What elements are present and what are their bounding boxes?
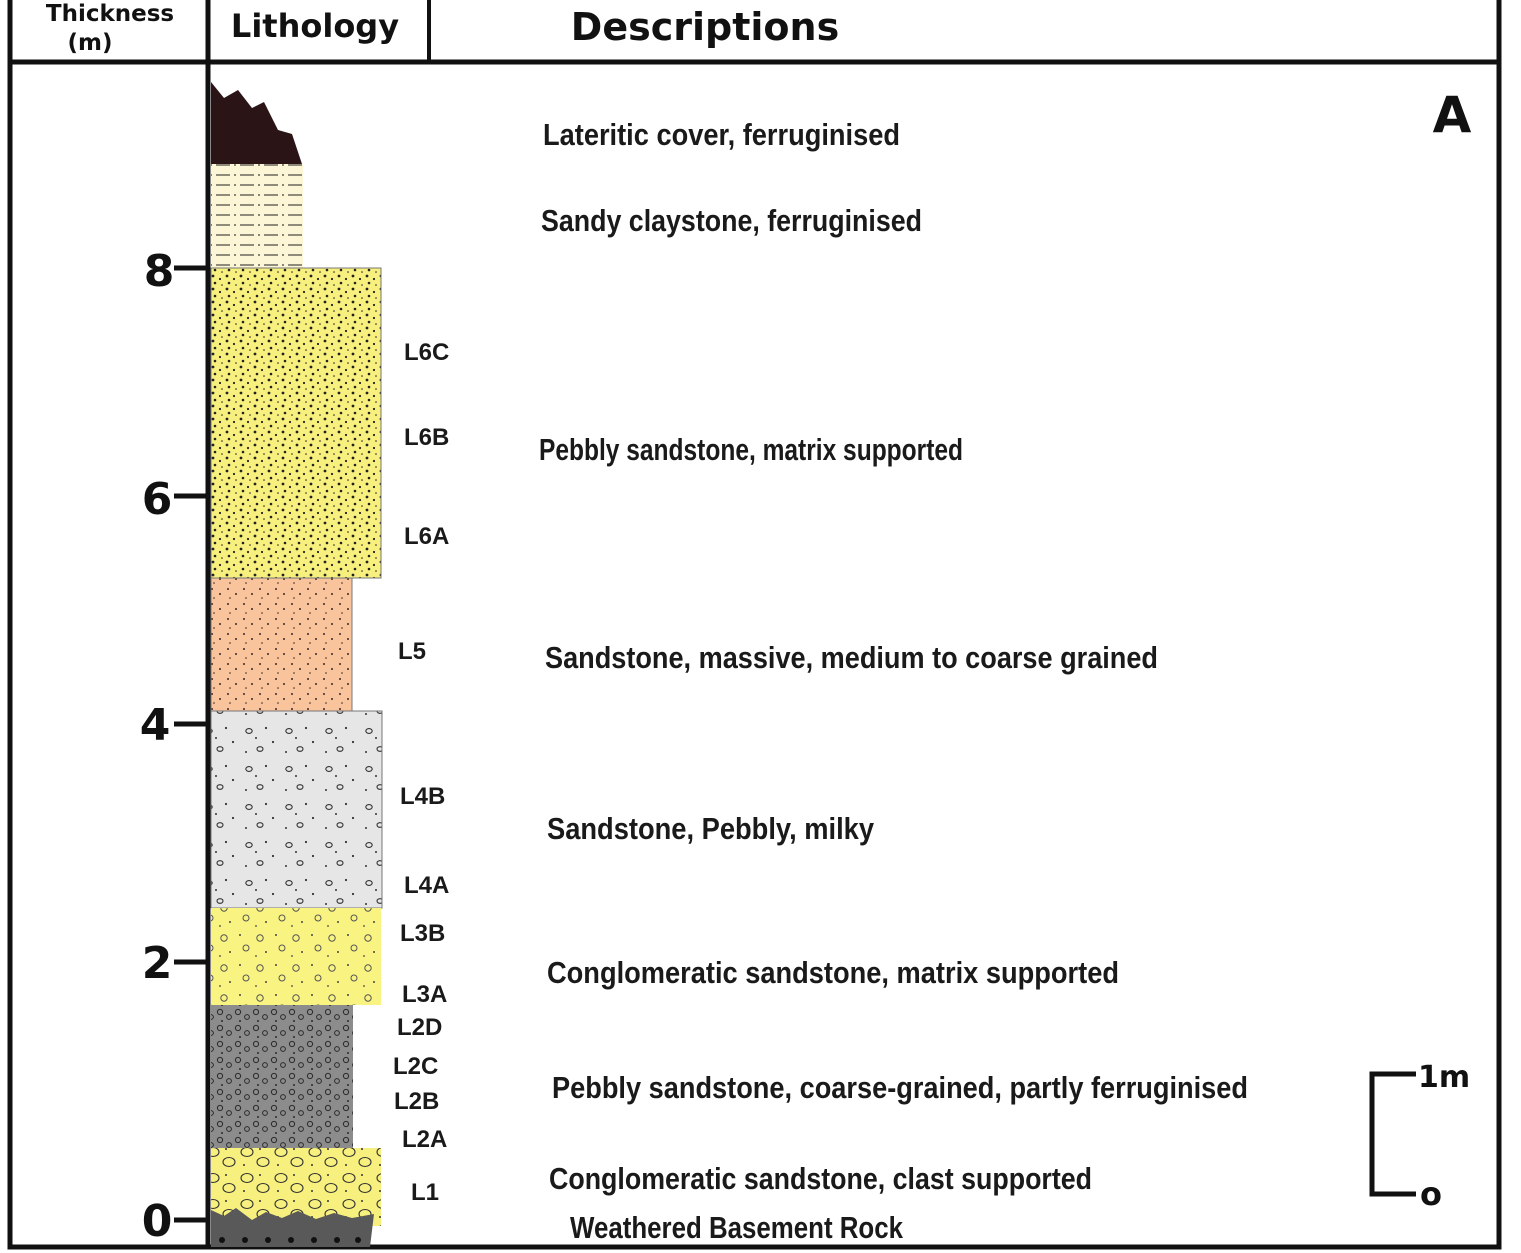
thickness-axis: 0 2 4 6 8: [140, 246, 208, 1247]
unit-label-l4a: L4A: [404, 872, 449, 899]
description-conglomeratic-clast: Conglomeratic sandstone, clast supported: [549, 1161, 1092, 1196]
unit-label-l2c: L2C: [393, 1053, 438, 1080]
layer-sandy-claystone: [211, 164, 303, 268]
layer-pebbly-coarse: [211, 1005, 353, 1148]
basement-dots: [219, 1237, 361, 1243]
unit-label-l5: L5: [398, 638, 426, 665]
description-pebbly-coarse: Pebbly sandstone, coarse-grained, partly…: [552, 1070, 1248, 1105]
description-pebbly-sandstone-matrix: Pebbly sandstone, matrix supported: [539, 432, 963, 467]
unit-label-l1: L1: [411, 1179, 439, 1206]
thickness-header: Thickness: [46, 1, 174, 27]
tick-label-8: 8: [144, 246, 175, 297]
unit-label-l2b: L2B: [394, 1088, 439, 1115]
description-sandstone-pebbly-milky: Sandstone, Pebbly, milky: [547, 811, 875, 846]
descriptions-header: Descriptions: [571, 5, 839, 49]
tick-label-2: 2: [142, 938, 173, 989]
layer-pebbly-sandstone-matrix: [210, 267, 382, 579]
scale-bar-bottom-label: o: [1420, 1175, 1442, 1213]
layer-lateritic-cover: [211, 82, 302, 164]
unit-label-l2d: L2D: [397, 1014, 442, 1041]
thickness-unit-header: (m): [68, 30, 113, 56]
description-sandstone-massive: Sandstone, massive, medium to coarse gra…: [545, 640, 1158, 675]
description-conglomeratic-matrix: Conglomeratic sandstone, matrix supporte…: [547, 955, 1119, 990]
scale-bar: 1m o: [1369, 1060, 1470, 1213]
unit-label-l3a: L3A: [402, 981, 447, 1008]
unit-label-l2a: L2A: [402, 1126, 447, 1153]
unit-label-l4b: L4B: [400, 783, 445, 810]
unit-label-l6c: L6C: [404, 339, 449, 366]
tick-label-4: 4: [140, 700, 171, 751]
scale-bar-bracket: [1369, 1071, 1416, 1197]
unit-label-l6b: L6B: [404, 424, 449, 451]
layer-sandstone-massive: [210, 577, 353, 712]
descriptions: Lateritic cover, ferruginised Sandy clay…: [539, 117, 1248, 1245]
description-weathered-basement: Weathered Basement Rock: [570, 1210, 904, 1245]
tick-label-6: 6: [142, 474, 173, 525]
unit-label-l3b: L3B: [400, 920, 445, 947]
description-lateritic-cover: Lateritic cover, ferruginised: [543, 117, 900, 152]
lithology-header: Lithology: [231, 7, 399, 45]
scale-bar-top-label: 1m: [1418, 1060, 1470, 1095]
layer-sandstone-pebbly-milky: [210, 710, 383, 909]
description-sandy-claystone: Sandy claystone, ferruginised: [541, 203, 922, 238]
layer-conglomeratic-matrix: [211, 908, 381, 1005]
unit-labels: L6C L6B L6A L5 L4B L4A L3B L3A L2D L2C L…: [393, 339, 449, 1206]
tick-label-0: 0: [142, 1196, 173, 1247]
layer-weathered-basement: [211, 1208, 374, 1247]
log-frame: [7, 0, 1502, 1250]
panel-label: A: [1433, 86, 1472, 144]
unit-label-l6a: L6A: [404, 523, 449, 550]
